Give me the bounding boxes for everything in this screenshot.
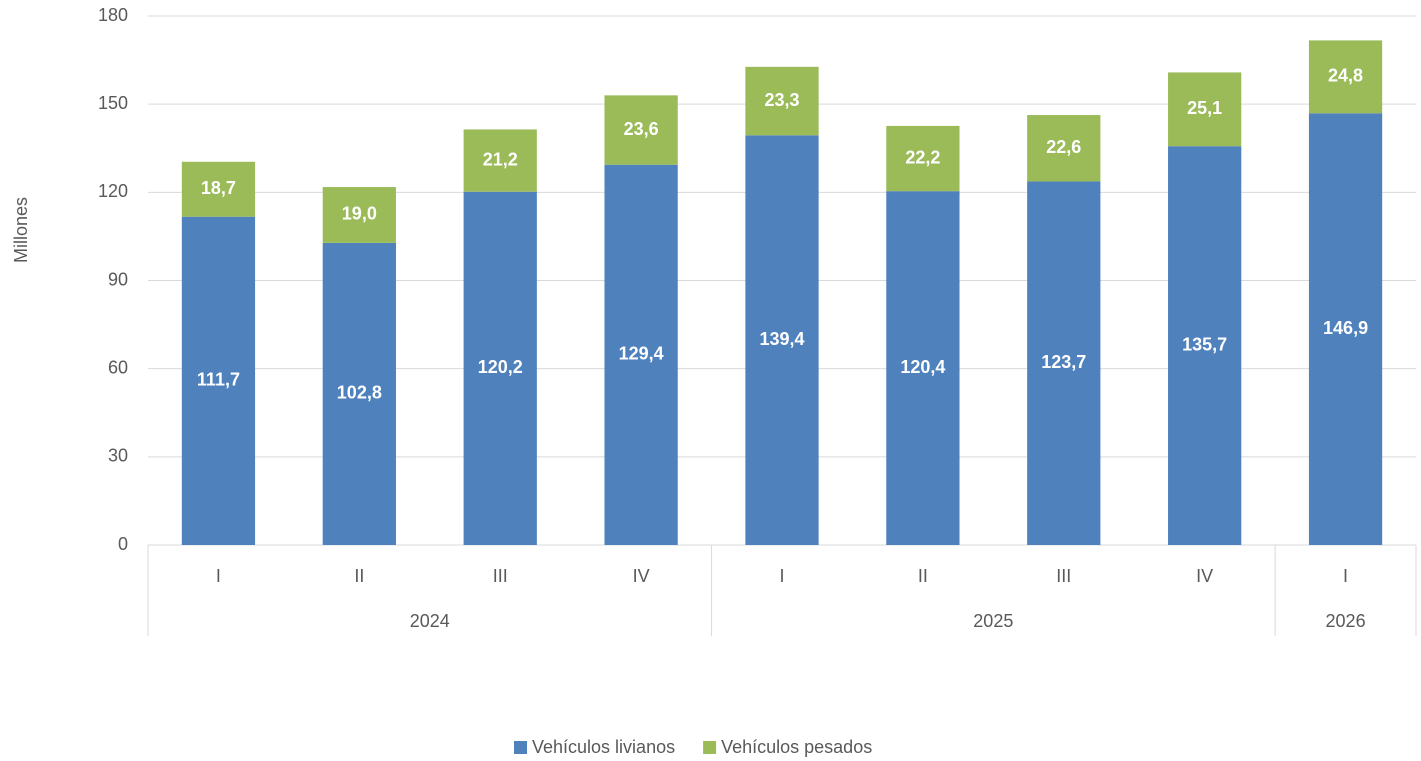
y-tick-label: 180 xyxy=(98,5,128,25)
bar-segment xyxy=(1308,113,1383,545)
y-tick-label: 120 xyxy=(98,181,128,201)
bar-segment xyxy=(1027,115,1101,182)
value-label: 120,2 xyxy=(478,357,523,377)
bar-segment xyxy=(745,66,819,136)
value-label: 24,8 xyxy=(1328,66,1363,86)
value-label: 19,0 xyxy=(342,204,377,224)
bar-segment xyxy=(181,216,256,545)
x-tick-label: II xyxy=(354,566,364,586)
x-tick-label: I xyxy=(779,566,784,586)
x-tick-label: III xyxy=(1056,566,1071,586)
bar-segment xyxy=(463,191,537,546)
x-tick-label: III xyxy=(493,566,508,586)
y-tick-label: 30 xyxy=(108,446,128,466)
value-label: 146,9 xyxy=(1323,318,1368,338)
value-label: 18,7 xyxy=(201,178,236,198)
bar-segment xyxy=(1168,72,1242,147)
value-label: 129,4 xyxy=(619,344,664,364)
bar-segment xyxy=(1168,146,1242,545)
bar-segment xyxy=(745,135,819,545)
value-label: 123,7 xyxy=(1041,352,1086,372)
legend-swatch xyxy=(514,741,527,754)
x-tick-label: I xyxy=(216,566,221,586)
legend-label: Vehículos pesados xyxy=(721,737,872,757)
bar-segment xyxy=(322,187,396,243)
bar-segment xyxy=(604,164,678,546)
bar-segment xyxy=(181,161,256,217)
value-label: 21,2 xyxy=(483,149,518,169)
value-label: 135,7 xyxy=(1182,334,1227,354)
value-label: 139,4 xyxy=(759,329,804,349)
x-tick-label: II xyxy=(918,566,928,586)
value-label: 22,6 xyxy=(1046,137,1081,157)
value-label: 23,3 xyxy=(764,90,799,110)
y-tick-label: 150 xyxy=(98,93,128,113)
group-label: 2025 xyxy=(973,611,1013,631)
x-tick-label: IV xyxy=(633,566,650,586)
group-label: 2024 xyxy=(410,611,450,631)
bar-segment xyxy=(886,191,960,545)
y-tick-label: 0 xyxy=(118,534,128,554)
value-label: 22,2 xyxy=(905,147,940,167)
y-tick-label: 90 xyxy=(108,269,128,289)
value-label: 25,1 xyxy=(1187,98,1222,118)
x-tick-label: IV xyxy=(1196,566,1213,586)
group-label: 2026 xyxy=(1326,611,1366,631)
value-label: 120,4 xyxy=(900,357,945,377)
bar-segment xyxy=(463,129,537,192)
bar-segment xyxy=(1308,40,1383,114)
bar-segment xyxy=(322,242,396,546)
bar-segment xyxy=(1027,181,1101,545)
y-axis-label: Millones xyxy=(11,197,31,263)
value-label: 102,8 xyxy=(337,383,382,403)
y-tick-label: 60 xyxy=(108,357,128,377)
bar-segment xyxy=(604,95,678,165)
x-tick-label: I xyxy=(1343,566,1348,586)
bar-segment xyxy=(886,125,960,192)
legend-swatch xyxy=(703,741,717,754)
value-label: 111,7 xyxy=(197,370,240,390)
legend-label: Vehículos livianos xyxy=(532,737,675,757)
value-label: 23,6 xyxy=(624,119,659,139)
